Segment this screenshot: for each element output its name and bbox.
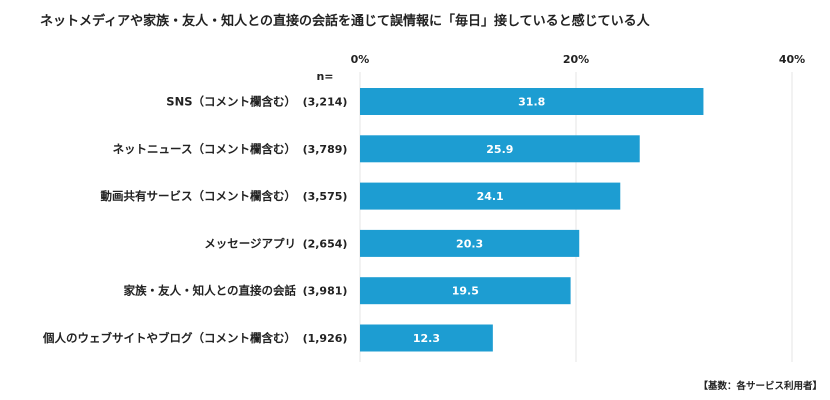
category-label: ネットニュース（コメント欄含む）: [113, 142, 296, 156]
n-value: (3,789): [303, 143, 348, 156]
n-value: (1,926): [303, 332, 348, 345]
n-value: (3,214): [303, 96, 348, 109]
chart-title: ネットメディアや家族・友人・知人との直接の会話を通じて誤情報に「毎日」接している…: [40, 13, 651, 29]
x-axis-ticks: 0% 20% 40%: [351, 53, 806, 66]
bar: [360, 277, 571, 305]
bar-row: 家族・友人・知人との直接の会話 (3,981) 19.5: [124, 277, 571, 305]
bar-row: 個人のウェブサイトやブログ（コメント欄含む） (1,926) 12.3: [42, 324, 493, 352]
category-label: SNS（コメント欄含む）: [166, 95, 296, 109]
bar-row: ネットニュース（コメント欄含む） (3,789) 25.9: [113, 135, 640, 163]
bar: [360, 229, 580, 257]
gridlines: [359, 72, 793, 362]
n-value: (3,981): [303, 285, 348, 298]
bar-value-label: 20.3: [456, 237, 483, 250]
x-tick-label: 40%: [779, 53, 805, 66]
bar: [360, 135, 640, 163]
bar-row: メッセージアプリ (2,654) 20.3: [204, 229, 580, 257]
bar-value-label: 12.3: [413, 332, 440, 345]
x-tick-label: 20%: [563, 53, 589, 66]
category-label: 動画共有サービス（コメント欄含む）: [101, 189, 297, 203]
bar: [360, 182, 621, 210]
bar-value-label: 19.5: [452, 285, 479, 298]
n-header: n=: [316, 70, 333, 83]
bar-row: SNS（コメント欄含む） (3,214) 31.8: [166, 88, 704, 115]
category-label: メッセージアプリ: [204, 236, 296, 250]
bars: SNS（コメント欄含む） (3,214) 31.8 ネットニュース（コメント欄含む） (…: [42, 88, 704, 352]
bar-value-label: 25.9: [486, 143, 513, 156]
bar-value-label: 24.1: [477, 190, 504, 203]
n-value: (2,654): [303, 237, 348, 250]
bar-row: 動画共有サービス（コメント欄含む） (3,575) 24.1: [101, 182, 621, 210]
n-value: (3,575): [303, 190, 348, 203]
x-tick-label: 0%: [351, 53, 370, 66]
category-label: 個人のウェブサイトやブログ（コメント欄含む）: [42, 331, 296, 345]
bar-value-label: 31.8: [518, 96, 545, 109]
bar: [360, 324, 493, 352]
category-label: 家族・友人・知人との直接の会話: [124, 284, 297, 298]
bar: [360, 88, 704, 115]
base-note: 【基数：各サービス利用者】: [698, 380, 822, 392]
